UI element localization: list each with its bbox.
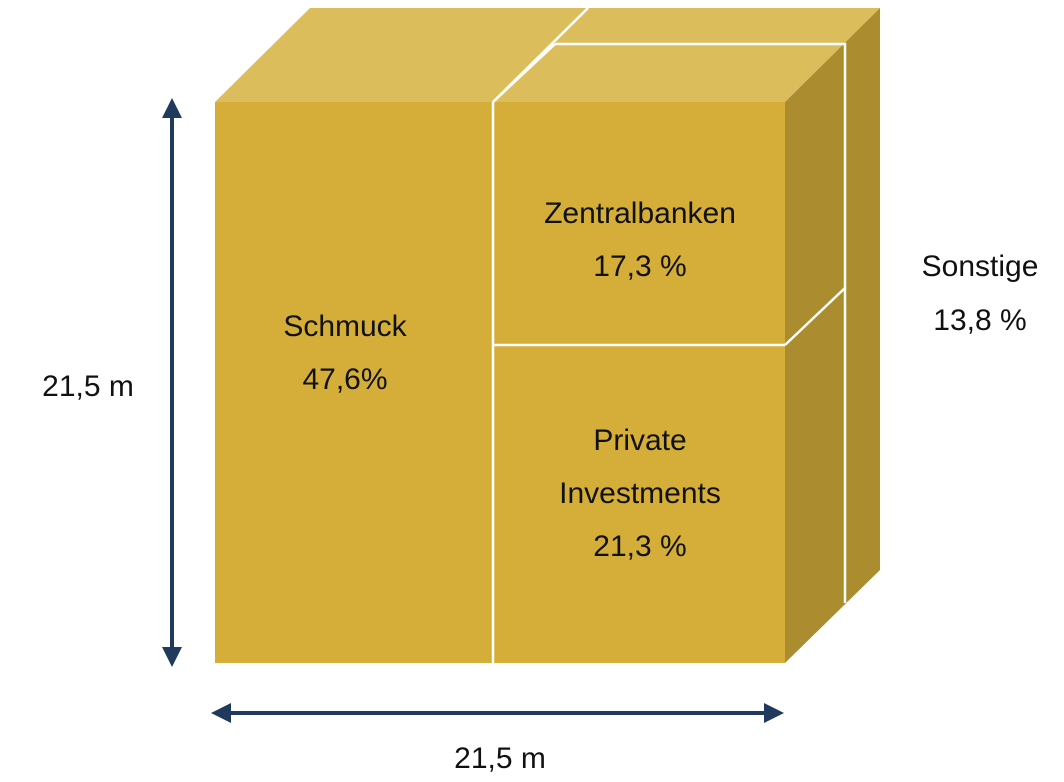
cube-top [215,8,880,102]
segment-share: 47,6% [302,363,387,396]
width-label: 21,5 m [454,742,546,775]
segment-name: Schmuck [283,310,407,343]
height-label: 21,5 m [42,370,134,403]
segment-name: Zentralbanken [544,197,736,230]
segment-name: Private [593,424,686,457]
segment-name: Sonstige [922,250,1039,283]
segment-share: 17,3 % [593,250,686,283]
cube-front [215,102,785,663]
cube-side [785,8,880,663]
divider [492,43,556,103]
divider [784,287,846,346]
segment-name: Investments [559,477,721,510]
divider [555,42,847,603]
cube [215,7,880,663]
segment-share: 21,3 % [593,530,686,563]
segment-share: 13,8 % [933,304,1026,337]
